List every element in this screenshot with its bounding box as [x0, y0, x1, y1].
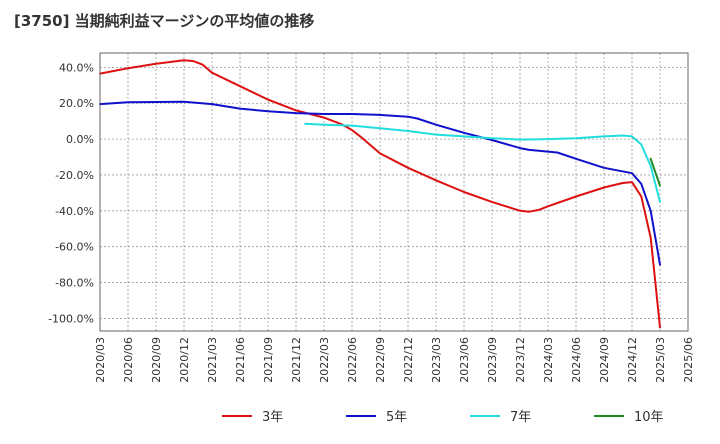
x-tick-label: 2025/03 [654, 337, 667, 383]
x-tick-label: 2021/06 [234, 337, 247, 383]
series-lines [99, 59, 661, 329]
x-tick-label: 2020/12 [178, 337, 191, 383]
x-tick-label: 2020/06 [122, 337, 135, 383]
x-tick-label: 2021/12 [290, 337, 303, 383]
series-line-1 [99, 59, 661, 329]
legend-label-2: 5年 [386, 410, 407, 425]
x-tick-label: 2021/03 [206, 337, 219, 383]
y-tick-label: 0.0% [66, 133, 94, 146]
y-tick-labels: 40.0% 20.0% 0.0% -20.0% -40.0% -60.0% -80.0% -1… [48, 61, 94, 325]
legend: 3年 5年 7年 10年 [222, 410, 664, 425]
x-tick-label: 2023/06 [458, 337, 471, 383]
x-tick-label: 2023/03 [430, 337, 443, 383]
legend-label-3: 7年 [510, 410, 531, 425]
x-tick-label: 2022/03 [318, 337, 331, 383]
legend-label-1: 3年 [262, 410, 283, 425]
x-tick-label: 2022/12 [402, 337, 415, 383]
y-tick-label: -40.0% [55, 205, 94, 218]
x-tick-label: 2024/06 [570, 337, 583, 383]
x-tick-label: 2024/03 [542, 337, 555, 383]
series-line-2 [99, 100, 661, 266]
x-tick-label: 2021/09 [262, 337, 275, 383]
y-tick-label: 40.0% [59, 61, 94, 74]
series-line-4 [649, 157, 661, 187]
series-line-3 [304, 122, 661, 203]
legend-label-4: 10年 [634, 410, 664, 425]
y-tick-label: -20.0% [55, 169, 94, 182]
x-tick-label: 2024/12 [626, 337, 639, 383]
x-tick-label: 2022/06 [346, 337, 359, 383]
x-tick-label: 2022/09 [374, 337, 387, 383]
grid-lines [99, 53, 689, 331]
x-tick-label: 2023/12 [514, 337, 527, 383]
y-tick-label: 20.0% [59, 97, 94, 110]
x-tick-label: 2020/09 [150, 337, 163, 383]
axes [99, 52, 689, 332]
x-tick-labels: 2020/03 2020/06 2020/09 2020/12 2021/03 2021/… [94, 337, 695, 383]
y-tick-label: -100.0% [48, 312, 94, 325]
y-tick-label: -80.0% [55, 277, 94, 290]
plot-frame [99, 52, 689, 332]
x-tick-label: 2025/06 [682, 337, 695, 383]
x-tick-label: 2023/09 [486, 337, 499, 383]
x-tick-label: 2020/03 [94, 337, 107, 383]
x-tick-label: 2024/09 [598, 337, 611, 383]
y-tick-label: -60.0% [55, 241, 94, 254]
chart-title: [3750] 当期純利益マージンの平均値の推移 [14, 12, 315, 30]
